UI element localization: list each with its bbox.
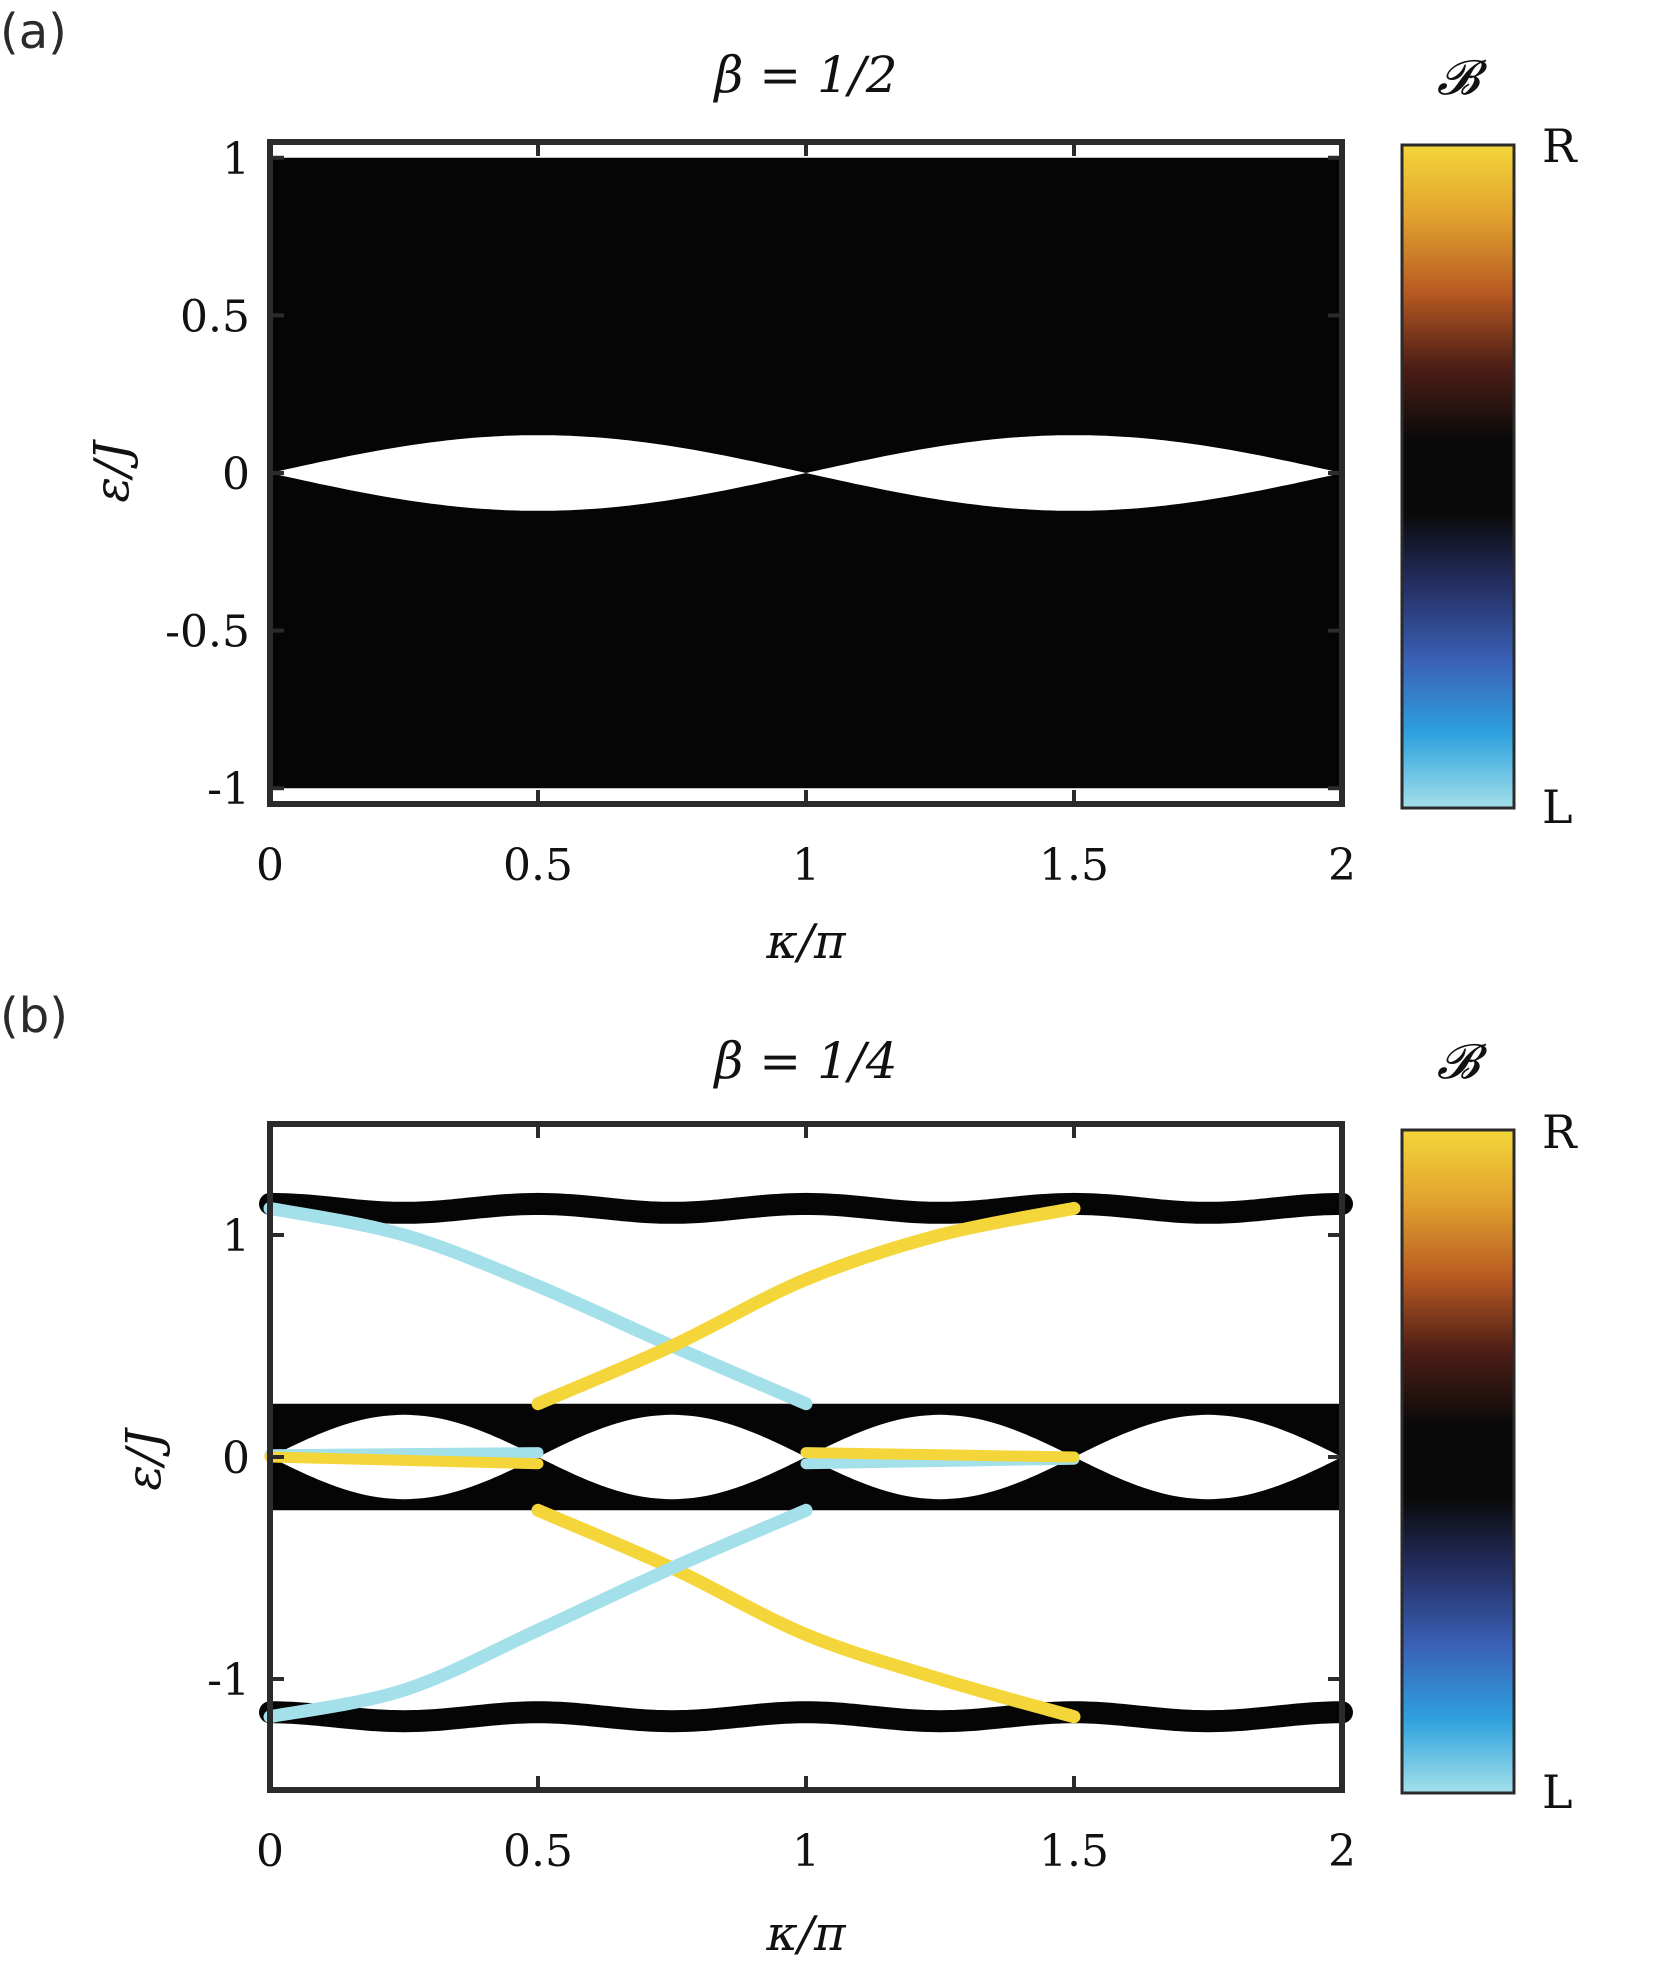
y-tick-label: -0.5 xyxy=(165,607,250,658)
x-tick-label: 1.5 xyxy=(1039,1826,1109,1877)
edge-state-1 xyxy=(263,1201,813,1411)
x-tick-label: 2 xyxy=(1328,1826,1356,1877)
edge-state-4 xyxy=(263,1503,813,1724)
panel-a-label: (a) xyxy=(0,4,67,60)
panel-a: β = 1/2 0 0.5 1 1.5 2 -1 -0.5 0 0.5 1 κ/π ε/J 𝓑 R… xyxy=(84,46,1578,970)
panel-a-y-axis-label: ε/J xyxy=(84,439,140,503)
x-tick-label: 2 xyxy=(1328,840,1356,891)
x-tick-label: 1 xyxy=(792,1826,820,1877)
panel-b-label: (b) xyxy=(0,988,68,1044)
panel-b-ticks: 0 0.5 1 1.5 2 -1 0 1 xyxy=(207,1124,1356,1877)
panel-b-x-axis-label: κ/π xyxy=(765,1906,847,1962)
colorbar-a-bottom-label: L xyxy=(1542,780,1573,834)
bulk-band-central xyxy=(270,1403,1342,1511)
y-tick-label: 0 xyxy=(222,449,250,500)
colorbar-a-top-label: R xyxy=(1542,119,1578,173)
bulk-band-upper xyxy=(270,157,1342,473)
panel-b-y-axis-label: ε/J xyxy=(116,1427,172,1491)
panel-a-x-axis-label: κ/π xyxy=(765,914,847,970)
x-tick-label: 1 xyxy=(792,840,820,891)
x-tick-label: 1.5 xyxy=(1039,840,1109,891)
x-tick-label: 0 xyxy=(256,840,284,891)
bulk-band-top xyxy=(259,1192,1353,1224)
colorbar-b-title: 𝓑 xyxy=(1437,1034,1488,1090)
x-tick-label: 0.5 xyxy=(503,1826,573,1877)
edge-state-2 xyxy=(531,1201,1081,1411)
colorbar-a-title: 𝓑 xyxy=(1437,50,1488,106)
colorbar-b xyxy=(1400,1128,1516,1795)
x-tick-label: 0.5 xyxy=(503,840,573,891)
colorbar-b-bottom-label: L xyxy=(1542,1765,1573,1819)
panel-b-plot-area xyxy=(259,1121,1353,1793)
bulk-band-bottom xyxy=(259,1701,1353,1733)
panel-b: β = 1/4 0 0.5 1 1.5 2 -1 0 1 κ/π ε/J 𝓑 R L xyxy=(116,1032,1578,1962)
panel-a-title: β = 1/2 xyxy=(712,46,897,104)
edge-state-3 xyxy=(531,1503,1081,1724)
y-tick-label: -1 xyxy=(207,1655,250,1706)
y-tick-label: -1 xyxy=(207,764,250,815)
y-tick-label: 0.5 xyxy=(180,291,250,342)
panel-a-plot-area xyxy=(267,139,1345,807)
x-tick-label: 0 xyxy=(256,1826,284,1877)
bulk-band-lower xyxy=(270,473,1342,789)
y-tick-label: 0 xyxy=(222,1433,250,1484)
edge-state-6 xyxy=(264,1451,544,1470)
y-tick-label: 1 xyxy=(222,1211,250,1262)
colorbar-b-top-label: R xyxy=(1542,1105,1578,1159)
panel-a-ticks: 0 0.5 1 1.5 2 -1 -0.5 0 0.5 1 xyxy=(165,134,1356,891)
y-tick-label: 1 xyxy=(222,134,250,185)
panel-b-title: β = 1/4 xyxy=(712,1032,897,1090)
colorbar-a xyxy=(1400,143,1516,810)
edge-state-8 xyxy=(800,1447,1080,1463)
